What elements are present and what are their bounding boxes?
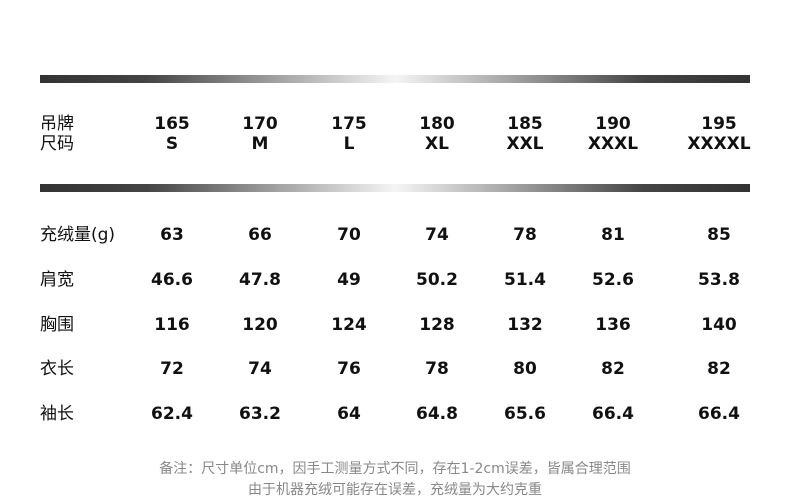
note-line-2: 由于机器充绒可能存在误差，充绒量为大约克重 — [248, 482, 542, 498]
table-cell: 74 — [248, 359, 272, 379]
column-height: 165 — [154, 114, 190, 134]
table-cell: 128 — [419, 315, 455, 335]
table-cell: 46.6 — [151, 270, 193, 290]
header-divider-bar — [40, 184, 750, 192]
row-label: 胸围 — [40, 315, 74, 335]
table-cell: 51.4 — [504, 270, 546, 290]
table-cell: 64.8 — [416, 404, 458, 424]
table-cell: 140 — [701, 315, 737, 335]
table-cell: 66 — [248, 225, 272, 245]
table-cell: 53.8 — [698, 270, 740, 290]
table-cell: 70 — [337, 225, 361, 245]
column-height: 180 — [419, 114, 455, 134]
column-height: 175 — [331, 114, 367, 134]
table-cell: 120 — [242, 315, 278, 335]
table-cell: 49 — [337, 270, 361, 290]
table-cell: 74 — [425, 225, 449, 245]
column-size: XL — [425, 134, 449, 154]
row-label: 充绒量(g) — [40, 225, 116, 245]
table-cell: 132 — [507, 315, 543, 335]
column-size: XXXL — [587, 134, 639, 154]
column-height: 190 — [595, 114, 631, 134]
table-cell: 64 — [337, 404, 361, 424]
table-cell: 63.2 — [239, 404, 281, 424]
column-height: 195 — [701, 114, 737, 134]
table-cell: 65.6 — [504, 404, 546, 424]
table-cell: 78 — [425, 359, 449, 379]
column-size: XXXXL — [687, 134, 751, 154]
column-size: XXL — [506, 134, 544, 154]
table-cell: 82 — [707, 359, 731, 379]
table-cell: 66.4 — [592, 404, 634, 424]
column-size: M — [251, 134, 269, 154]
column-size: S — [165, 134, 179, 154]
top-divider-bar — [40, 75, 750, 83]
row-label: 衣长 — [40, 359, 74, 379]
column-height: 185 — [507, 114, 543, 134]
table-cell: 66.4 — [698, 404, 740, 424]
header-label-tag: 吊牌 — [40, 114, 74, 134]
table-cell: 124 — [331, 315, 367, 335]
column-size: L — [343, 134, 355, 154]
table-cell: 52.6 — [592, 270, 634, 290]
column-height: 170 — [242, 114, 278, 134]
table-cell: 81 — [601, 225, 625, 245]
table-cell: 78 — [513, 225, 537, 245]
table-cell: 72 — [160, 359, 184, 379]
table-cell: 50.2 — [416, 270, 458, 290]
header-label-size: 尺码 — [40, 134, 74, 154]
table-cell: 63 — [160, 225, 184, 245]
table-cell: 47.8 — [239, 270, 281, 290]
note-line-1: 备注：尺寸单位cm，因手工测量方式不同，存在1-2cm误差，皆属合理范围 — [159, 461, 631, 477]
table-cell: 76 — [337, 359, 361, 379]
table-cell: 85 — [707, 225, 731, 245]
table-cell: 80 — [513, 359, 537, 379]
row-label: 肩宽 — [40, 270, 74, 290]
table-cell: 116 — [154, 315, 190, 335]
table-cell: 136 — [595, 315, 631, 335]
row-label: 袖长 — [40, 404, 74, 424]
table-cell: 62.4 — [151, 404, 193, 424]
table-cell: 82 — [601, 359, 625, 379]
